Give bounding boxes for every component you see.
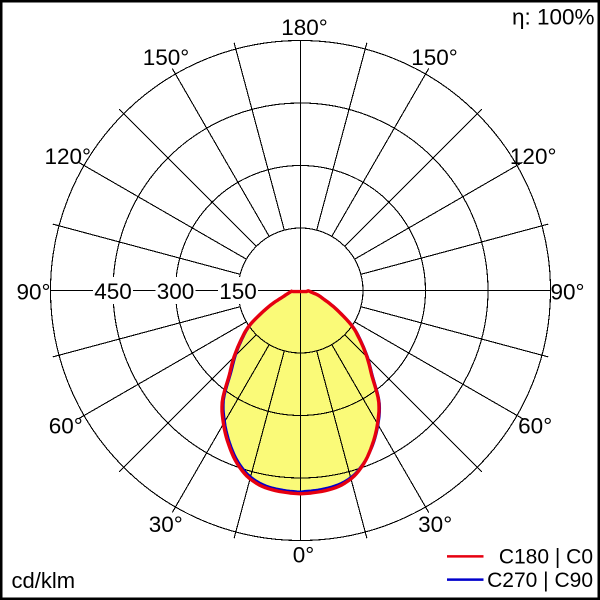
svg-text:60°: 60° xyxy=(518,414,552,439)
svg-text:60°: 60° xyxy=(49,414,83,439)
svg-text:120°: 120° xyxy=(45,144,92,169)
svg-text:η: 100%: η: 100% xyxy=(512,4,595,29)
svg-text:150°: 150° xyxy=(411,45,458,70)
svg-text:30°: 30° xyxy=(418,512,452,537)
svg-text:120°: 120° xyxy=(510,144,557,169)
svg-text:180°: 180° xyxy=(281,15,328,40)
svg-text:300: 300 xyxy=(157,279,195,304)
svg-text:450: 450 xyxy=(94,279,132,304)
svg-text:150: 150 xyxy=(219,279,257,304)
svg-text:C270 | C90: C270 | C90 xyxy=(487,569,593,592)
svg-text:150°: 150° xyxy=(143,45,190,70)
svg-text:90°: 90° xyxy=(16,279,50,304)
svg-text:30°: 30° xyxy=(149,512,183,537)
svg-text:90°: 90° xyxy=(550,279,584,304)
svg-text:cd/klm: cd/klm xyxy=(12,568,76,593)
svg-text:0°: 0° xyxy=(293,542,315,567)
svg-text:C180 | C0: C180 | C0 xyxy=(499,545,593,568)
